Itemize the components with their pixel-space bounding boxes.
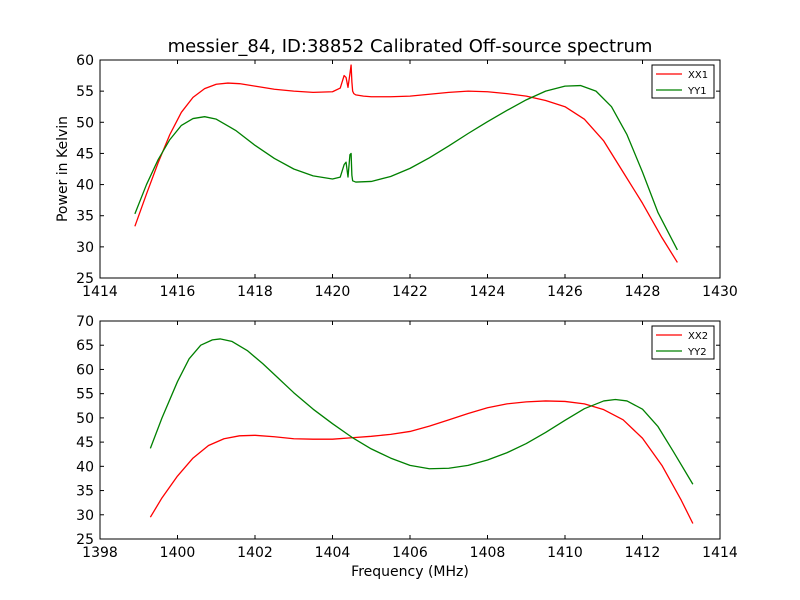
bottom-x-tick-label: 1408: [470, 545, 506, 561]
top-legend-yy1-label: YY1: [687, 86, 707, 97]
top-x-tick-label: 1428: [625, 284, 661, 300]
top-legend-box: [651, 64, 715, 99]
bottom-y-tick-label: 35: [76, 484, 94, 500]
bottom-x-tick-label: 1398: [82, 545, 118, 561]
top-y-tick-label: 50: [76, 115, 94, 131]
top-legend-xx1-label: XX1: [688, 70, 708, 81]
bottom-spectrum-panel: 1398 1400 1402 1404 1406 1408 1410 1412 1414 25 30…: [76, 314, 738, 561]
top-x-tick-label: 1414: [82, 284, 118, 300]
bottom-x-tick-label: 1400: [160, 545, 196, 561]
top-y-tick-label: 40: [76, 178, 94, 194]
bottom-x-tick-label: 1410: [547, 545, 583, 561]
top-y-tick-label: 45: [76, 146, 94, 162]
top-y-tick-label: 25: [76, 271, 94, 287]
top-panel-ticks: 1414 1416 1418 1420 1422 1424 1426 1428 1430 25 30…: [76, 53, 738, 300]
top-x-tick-label: 1424: [470, 284, 506, 300]
top-y-tick-label: 60: [76, 53, 94, 69]
top-spectrum-panel: 1414 1416 1418 1420 1422 1424 1426 1428 1430 25 30…: [76, 53, 738, 300]
bottom-y-tick-label: 45: [76, 435, 94, 451]
top-series-yy1-line: [134, 84, 678, 251]
top-series-xx1-line: [134, 64, 678, 263]
bottom-x-tick-label: 1414: [702, 545, 738, 561]
bottom-legend-xx2-label: XX2: [688, 331, 708, 342]
bottom-y-tick-label: 60: [76, 362, 94, 378]
bottom-x-tick-label: 1402: [237, 545, 273, 561]
top-x-tick-label: 1420: [315, 284, 351, 300]
bottom-series-xx2-line: [149, 400, 694, 524]
top-x-tick-label: 1422: [392, 284, 428, 300]
bottom-y-tick-label: 30: [76, 508, 94, 524]
bottom-y-tick-label: 50: [76, 411, 94, 427]
top-y-tick-label: 55: [76, 84, 94, 100]
bottom-panel-legend: XX2 YY2: [651, 325, 715, 360]
bottom-y-tick-label: 40: [76, 459, 94, 475]
top-x-tick-label: 1418: [237, 284, 273, 300]
bottom-x-tick-label: 1404: [315, 545, 351, 561]
bottom-series-yy2-line: [149, 338, 694, 485]
bottom-panel-ticks: 1398 1400 1402 1404 1406 1408 1410 1412 1414 25 30…: [76, 314, 738, 561]
bottom-panel-series: [149, 338, 694, 524]
bottom-y-tick-label: 65: [76, 338, 94, 354]
bottom-y-tick-label: 55: [76, 387, 94, 403]
top-x-tick-label: 1416: [160, 284, 196, 300]
top-y-tick-label: 30: [76, 240, 94, 256]
bottom-x-tick-label: 1412: [625, 545, 661, 561]
top-x-tick-label: 1426: [547, 284, 583, 300]
bottom-x-tick-label: 1406: [392, 545, 428, 561]
bottom-legend-box: [651, 325, 715, 360]
top-x-tick-label: 1430: [702, 284, 738, 300]
bottom-legend-yy2-label: YY2: [687, 347, 707, 358]
chart-title: messier_84, ID:38852 Calibrated Off-sour…: [168, 36, 653, 57]
top-panel-series: [134, 64, 678, 263]
x-axis-label: Frequency (MHz): [351, 564, 469, 580]
bottom-y-tick-label: 70: [76, 314, 94, 330]
y-axis-label: Power in Kelvin: [55, 116, 71, 222]
top-panel-legend: XX1 YY1: [651, 64, 715, 99]
bottom-y-tick-label: 25: [76, 532, 94, 548]
top-y-tick-label: 35: [76, 209, 94, 225]
